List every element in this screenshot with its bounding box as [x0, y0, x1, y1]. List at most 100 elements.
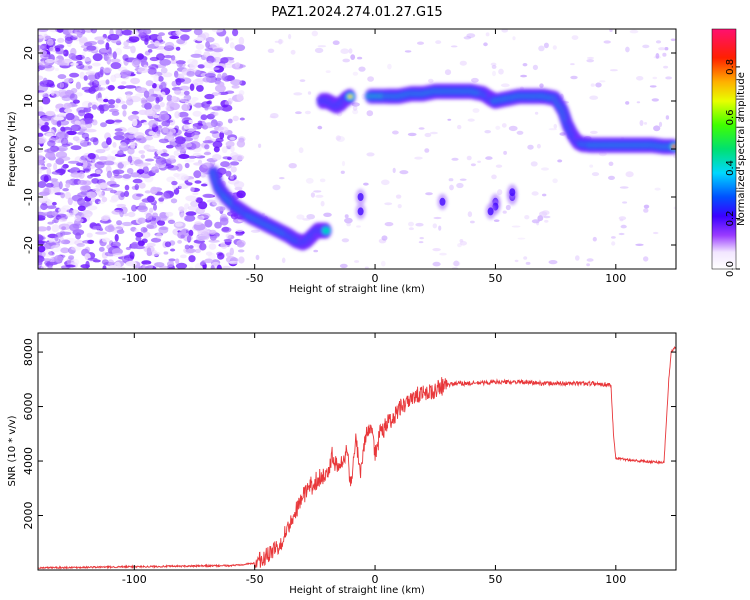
heatmap-noise-cell — [190, 186, 195, 192]
heatmap-noise-cell — [191, 97, 199, 101]
heatmap-noise-cell — [543, 215, 551, 219]
heatmap-noise-cell — [233, 181, 245, 189]
heatmap-noise-cell — [50, 244, 62, 253]
heatmap-noise-cell — [356, 225, 361, 228]
heatmap-noise-cell — [342, 58, 351, 63]
heatmap-noise-cell — [87, 239, 95, 244]
heatmap-noise-cell — [307, 91, 312, 95]
heatmap-noise-cell — [570, 63, 575, 66]
heatmap-noise-cell — [127, 211, 136, 218]
heatmap-noise-cell — [302, 218, 311, 221]
heatmap-noise-cell — [41, 249, 53, 258]
heatmap-noise-cell — [151, 166, 160, 174]
snr-y-ticks: 2000 4000 6000 8000 — [22, 338, 676, 530]
heatmap-noise-cell — [205, 36, 215, 43]
heatmap-noise-cell — [643, 208, 649, 213]
heatmap-noise-cell — [658, 121, 663, 128]
heatmap-noise-cell — [239, 117, 245, 121]
heatmap-noise-cell — [203, 122, 215, 129]
heatmap-noise-cell — [193, 222, 206, 231]
heatmap-noise-cell — [51, 224, 60, 233]
heatmap-noise-cell — [110, 175, 115, 183]
heatmap-noise-cell — [492, 70, 496, 77]
heatmap-noise-cell — [522, 62, 528, 67]
heatmap-noise-cell — [136, 87, 148, 94]
heatmap-noise-cell — [269, 116, 276, 118]
heatmap-noise-cell — [159, 102, 165, 108]
heatmap-noise-cell — [278, 177, 285, 180]
heatmap-noise-cell — [79, 120, 86, 127]
heatmap-noise-cell — [212, 92, 221, 96]
heatmap-noise-cell — [196, 84, 204, 92]
heatmap-noise-cell — [120, 139, 131, 145]
heatmap-noise-cell — [64, 36, 73, 45]
heatmap-noise-cell — [449, 184, 454, 191]
heatmap-noise-cell — [470, 163, 476, 167]
snr-x-label: Height of straight line (km) — [289, 585, 425, 596]
heatmap-noise-cell — [438, 225, 442, 231]
heatmap-noise-cell — [136, 193, 144, 197]
heatmap-noise-cell — [298, 147, 304, 154]
heatmap-noise-cell — [59, 82, 65, 88]
heatmap-noise-cell — [138, 182, 146, 189]
heatmap-noise-cell — [346, 222, 351, 227]
heatmap-noise-cell — [609, 29, 613, 32]
heatmap-noise-cell — [525, 261, 531, 265]
heatmap-noise-cell — [110, 58, 121, 63]
heatmap-noise-cell — [204, 106, 209, 111]
heatmap-noise-cell — [332, 40, 340, 45]
heatmap-noise-cell — [154, 40, 160, 47]
heatmap-noise-cell — [203, 61, 214, 69]
heatmap-noise-cell — [189, 266, 194, 269]
heatmap-noise-cell — [344, 214, 349, 219]
heatmap-noise-cell — [424, 132, 432, 138]
heatmap-noise-cell — [127, 155, 133, 164]
heatmap-noise-cell — [70, 145, 82, 151]
heatmap-noise-cell — [202, 193, 214, 198]
heatmap-noise-cell — [539, 83, 544, 88]
heatmap-noise-cell — [42, 64, 53, 69]
heatmap-noise-cell — [186, 70, 195, 77]
heatmap-noise-cell — [219, 81, 225, 88]
heatmap-noise-cell — [194, 69, 202, 78]
heatmap-noise-cell — [649, 85, 657, 88]
heatmap-noise-cell — [212, 154, 222, 161]
heatmap-noise-cell — [170, 55, 176, 61]
y-tick-label: -20 — [22, 236, 35, 254]
heatmap-noise-cell — [428, 78, 434, 83]
heatmap-noise-cell — [43, 211, 55, 215]
heatmap-noise-cell — [341, 160, 346, 167]
heatmap-noise-cell — [121, 104, 128, 110]
heatmap-noise-cell — [467, 118, 475, 122]
heatmap-noise-cell — [591, 172, 600, 177]
heatmap-noise-cell — [144, 102, 152, 110]
heatmap-noise-cell — [320, 200, 325, 207]
heatmap-noise-cell — [229, 137, 236, 141]
heatmap-noise-cell — [122, 128, 127, 132]
heatmap-noise-cell — [121, 81, 127, 85]
heatmap-noise-cell — [54, 67, 59, 72]
heatmap-noise-cell — [665, 76, 672, 80]
heatmap-noise-cell — [49, 83, 56, 88]
heatmap-noise-cell — [143, 64, 148, 69]
heatmap-noise-cell — [459, 178, 467, 181]
heatmap-noise-cell — [75, 81, 81, 90]
heatmap-noise-cell — [500, 83, 510, 88]
heatmap-noise-cell — [501, 29, 508, 33]
heatmap-noise-cell — [95, 231, 108, 235]
heatmap-noise-cell — [495, 164, 503, 168]
heatmap-noise-cell — [101, 259, 109, 265]
heatmap-noise-cell — [548, 128, 557, 131]
heatmap-noise-cell — [188, 155, 197, 159]
heatmap-noise-cell — [467, 211, 473, 218]
heatmap-noise-cell — [119, 142, 127, 148]
heatmap-noise-cell — [185, 248, 196, 254]
heatmap-noise-cell — [225, 233, 232, 239]
heatmap-noise-cell — [61, 265, 70, 269]
heatmap-noise-cell — [305, 177, 314, 184]
heatmap-noise-cell — [116, 220, 123, 226]
heatmap-noise-cell — [188, 119, 193, 124]
heatmap-noise-cell — [136, 163, 148, 168]
heatmap-noise-cell — [101, 196, 108, 203]
heatmap-noise-cell — [187, 205, 199, 211]
